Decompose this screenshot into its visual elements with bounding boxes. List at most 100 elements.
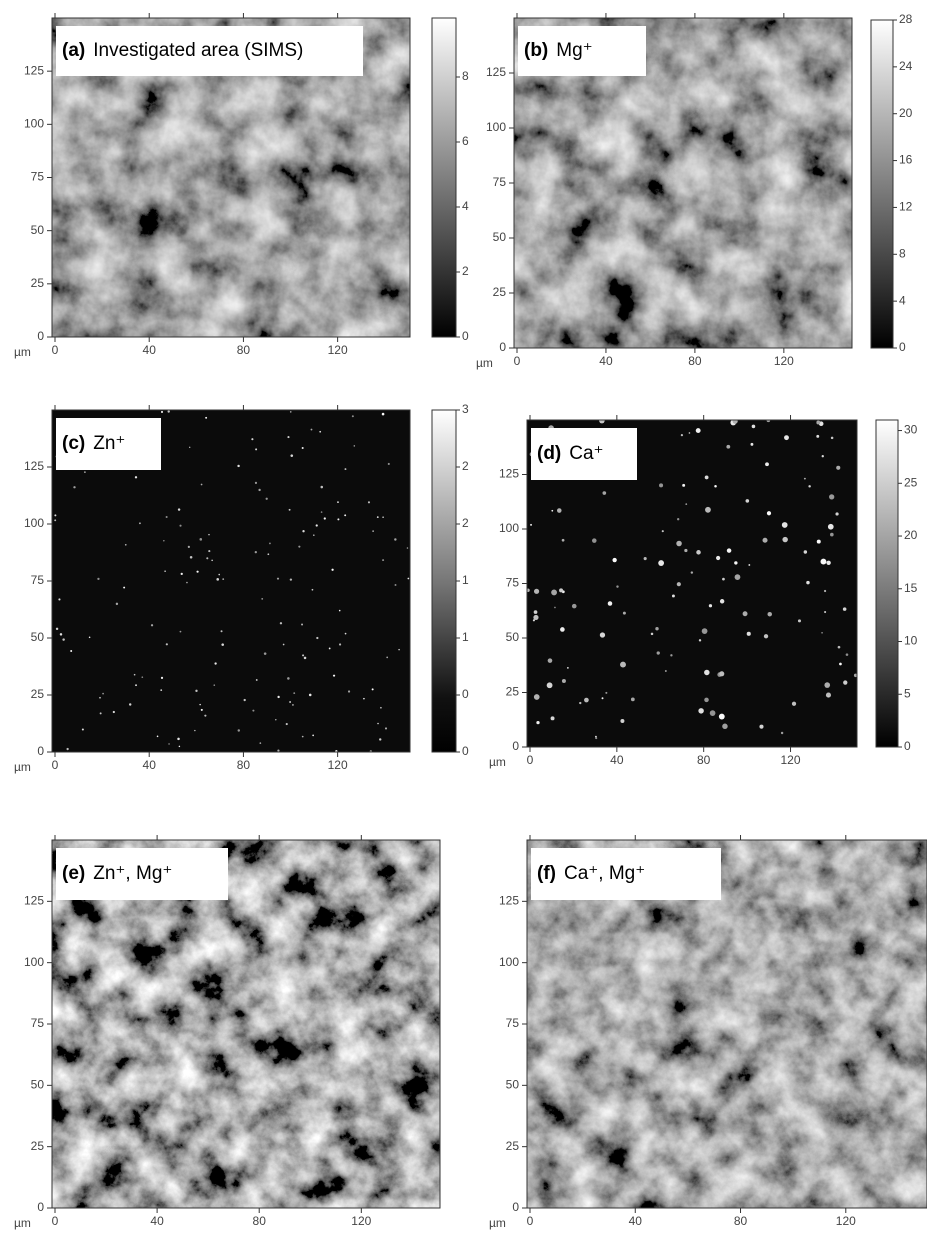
sims-spot (301, 623, 303, 625)
sims-spot (267, 553, 269, 555)
y-tick-label: 25 (31, 276, 45, 290)
sims-spot (277, 696, 279, 698)
y-tick-label: 0 (512, 739, 519, 753)
x-tick-label: 80 (237, 758, 251, 772)
sims-spot (579, 702, 581, 704)
panel-label: (c)Zn⁺ (62, 433, 125, 454)
sims-spot (204, 715, 206, 717)
sims-spot (696, 550, 701, 555)
sims-spot (116, 603, 118, 605)
sims-spot (195, 690, 197, 692)
sims-spot (651, 633, 654, 636)
colorbar (432, 410, 456, 752)
sims-spot (339, 610, 341, 612)
sims-spot (344, 514, 346, 516)
sims-spot (196, 571, 198, 573)
sims-spot (751, 443, 754, 446)
sims-spot (822, 455, 824, 457)
sims-spot (205, 417, 207, 419)
colorbar-label: 3 (462, 402, 469, 416)
sims-spot (135, 476, 137, 478)
sims-spot (714, 485, 717, 488)
colorbar-label: 1 (462, 573, 469, 587)
sims-spot (592, 538, 597, 543)
sims-spot (237, 465, 239, 467)
panel-letter: (b) (524, 40, 548, 61)
sims-spot (743, 611, 748, 616)
sims-spot (329, 648, 331, 650)
colorbar-label: 20 (899, 106, 913, 120)
sims-spot (261, 598, 263, 600)
sims-spot (354, 445, 356, 447)
sims-spot (672, 595, 675, 598)
sims-spot (705, 507, 711, 513)
sims-spot (382, 516, 384, 518)
x-tick-label: 120 (836, 1214, 856, 1228)
colorbar-label: 30 (904, 423, 918, 437)
sims-spot (623, 612, 626, 615)
sims-spot (311, 429, 313, 431)
sims-spot (160, 689, 162, 691)
sims-spot (372, 688, 374, 690)
sims-spot (677, 518, 679, 520)
sims-spot (302, 736, 304, 738)
colorbar-label: 16 (899, 153, 913, 167)
sims-spot (681, 434, 683, 436)
sims-spot (839, 663, 842, 666)
sims-spot (631, 697, 635, 701)
sims-spot (816, 435, 819, 438)
sims-spot (554, 607, 556, 609)
y-tick-label: 50 (493, 230, 507, 244)
panel-label: (d)Ca⁺ (537, 443, 604, 464)
sims-spot (269, 543, 271, 545)
x-tick-label: 120 (328, 758, 348, 772)
panel-title: Ca⁺, Mg⁺ (564, 863, 645, 884)
sims-spot (551, 510, 553, 512)
sims-spot (838, 646, 841, 649)
y-tick-label: 25 (506, 1139, 520, 1153)
sims-spot (298, 546, 300, 548)
sims-spot (345, 633, 347, 635)
sims-spot (313, 534, 315, 536)
sims-spot (843, 680, 847, 684)
sims-spot (386, 657, 388, 659)
y-tick-label: 50 (506, 1078, 520, 1092)
sims-spot (816, 421, 820, 425)
sims-spot (177, 738, 180, 741)
panel-label: (e)Zn⁺, Mg⁺ (62, 863, 172, 884)
x-tick-label: 120 (328, 343, 348, 357)
sims-spot (73, 486, 75, 488)
sims-spot (287, 677, 290, 680)
x-tick-label: 80 (734, 1214, 748, 1228)
sims-spot (206, 557, 208, 559)
sims-spot (782, 522, 788, 528)
y-tick-label: 75 (506, 576, 520, 590)
sims-spot (759, 725, 763, 729)
sims-spot (62, 638, 64, 640)
panel: 040801200255075100125µm(b)Mg⁺04812162024… (476, 12, 913, 370)
sims-spot (141, 676, 143, 678)
sims-spot (548, 658, 553, 663)
axis-unit: µm (14, 345, 31, 359)
sims-spot (84, 471, 86, 473)
sims-spot (333, 675, 335, 677)
sims-spot (767, 511, 771, 515)
x-tick-label: 0 (52, 758, 59, 772)
sims-spot (620, 719, 624, 723)
sims-spot (719, 671, 724, 676)
panel-label: (b)Mg⁺ (524, 40, 593, 61)
sims-spot (139, 522, 141, 524)
sims-spot (702, 628, 708, 634)
sims-spot (659, 483, 663, 487)
x-tick-label: 0 (52, 343, 59, 357)
sims-spot (252, 710, 254, 712)
y-tick-label: 75 (31, 170, 45, 184)
sims-spot (113, 711, 115, 713)
sims-spot (319, 431, 321, 433)
colorbar-label: 15 (904, 581, 918, 595)
colorbar-label: 12 (899, 200, 913, 214)
sims-spot (82, 728, 84, 730)
sims-spot (302, 654, 304, 656)
sims-spot (320, 486, 323, 489)
